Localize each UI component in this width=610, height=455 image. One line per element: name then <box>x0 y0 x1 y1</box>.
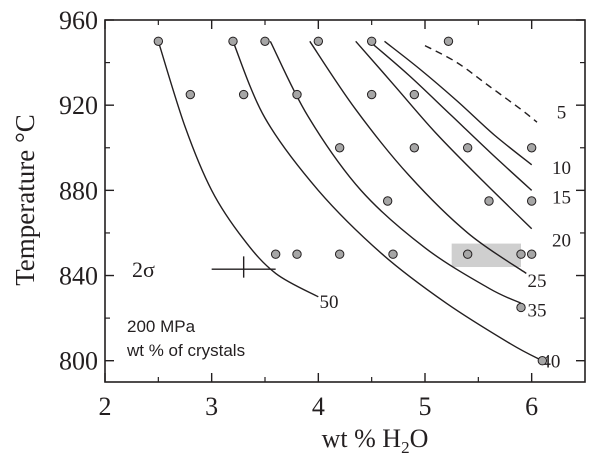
data-point <box>382 196 393 206</box>
isopleth-label-35: 35 <box>528 301 547 322</box>
data-point <box>366 89 377 100</box>
x-axis: 2 3 4 5 6 <box>99 20 538 421</box>
isopleth-curve-50 <box>157 41 319 298</box>
isopleth-label-15: 15 <box>552 188 571 209</box>
data-point <box>484 196 494 206</box>
y-axis-label: Temperature °C <box>10 114 40 286</box>
y-tick-label: 960 <box>59 6 98 35</box>
crystals-label: wt % of crystals <box>126 341 245 360</box>
y-tick-label: 840 <box>59 262 98 291</box>
y-tick-label: 920 <box>59 91 98 120</box>
data-point <box>228 36 238 46</box>
shaded-region <box>451 243 521 268</box>
x-tick-label: 6 <box>525 392 538 421</box>
data-point <box>366 36 377 46</box>
y-axis: 800 840 880 920 960 <box>59 6 585 376</box>
pressure-label: 200 MPa <box>127 317 196 336</box>
isopleth-curve-5 <box>424 44 538 123</box>
x-tick-label: 4 <box>312 392 325 421</box>
data-point <box>388 249 398 259</box>
data-point <box>260 36 270 46</box>
isopleth-label-40: 40 <box>541 352 560 373</box>
isopleth-label-20: 20 <box>552 230 571 251</box>
isopleth-label-50: 50 <box>320 292 339 313</box>
data-point <box>526 249 537 259</box>
data-point <box>185 89 196 100</box>
x-tick-label: 3 <box>205 392 218 421</box>
isopleth-curve-20 <box>355 40 533 230</box>
x-axis-label: wt % H2O <box>322 424 429 455</box>
data-point <box>516 249 526 259</box>
data-point <box>270 249 281 259</box>
isopleth-label-10: 10 <box>552 158 571 179</box>
x-tick-label: 2 <box>99 392 112 421</box>
data-point <box>153 36 164 46</box>
data-point <box>334 249 345 259</box>
data-points <box>153 36 548 366</box>
data-point <box>334 143 345 153</box>
x-tick-label: 5 <box>419 392 432 421</box>
data-point <box>292 89 302 100</box>
data-point <box>537 356 548 366</box>
data-point <box>526 143 537 153</box>
isopleth-curve-35 <box>269 40 522 304</box>
y-tick-label: 880 <box>59 176 98 205</box>
y-tick-label: 800 <box>59 347 98 376</box>
error-bar <box>211 256 276 278</box>
isopleth-label-5: 5 <box>557 103 567 124</box>
isopleth-curve-25 <box>309 40 527 274</box>
data-point <box>292 249 302 259</box>
isopleth-curve-10 <box>384 40 533 166</box>
data-point <box>313 36 324 46</box>
data-point <box>516 302 526 313</box>
data-point <box>526 196 537 206</box>
plot-area-frame <box>104 19 586 383</box>
data-point <box>462 143 473 153</box>
data-point <box>462 249 473 259</box>
data-point <box>238 89 249 100</box>
data-point <box>409 143 420 153</box>
error-symbol-label: 2σ <box>132 257 155 282</box>
isopleth-curve-40 <box>232 41 543 362</box>
isopleth-label-25: 25 <box>528 271 547 292</box>
x-axis-label-subscript: 2 <box>401 438 410 455</box>
data-point <box>443 36 454 46</box>
data-point <box>409 89 420 100</box>
isopleth-curve-15 <box>369 40 533 191</box>
